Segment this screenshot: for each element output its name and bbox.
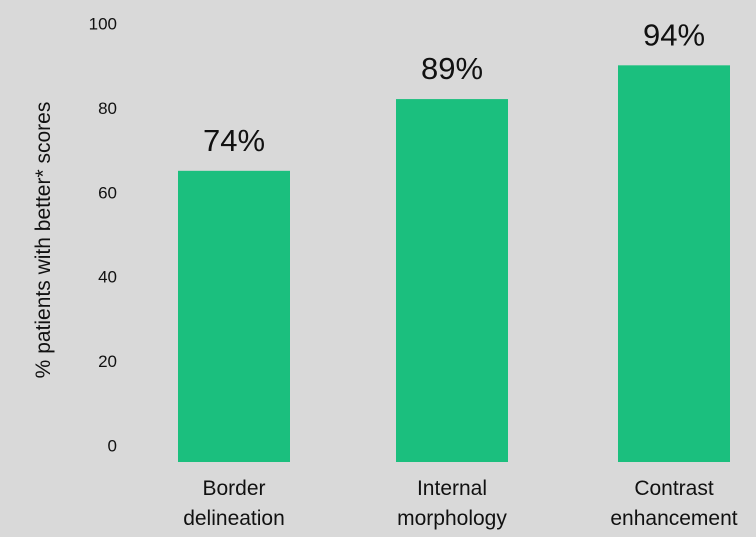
y-axis-title: % patients with better* scores	[32, 102, 55, 379]
category-label: enhancement	[610, 507, 737, 530]
value-labels: 74% 89% 94%	[203, 17, 705, 158]
bar	[178, 170, 290, 462]
data-label: 94%	[643, 17, 705, 52]
y-tick-label: 40	[98, 268, 117, 287]
y-tick-label: 100	[89, 14, 117, 33]
category-label: Border	[202, 477, 265, 500]
y-tick-label: 0	[108, 436, 117, 455]
bars	[178, 65, 730, 462]
y-axis-ticks: 0 20 40 60 80 100	[89, 14, 117, 455]
bar	[618, 65, 730, 462]
category-labels: Border delineation Internal morphology Contr…	[183, 477, 738, 530]
category-label: delineation	[183, 507, 285, 530]
bar	[396, 99, 508, 462]
category-label: Contrast	[634, 477, 714, 500]
data-label: 89%	[421, 51, 483, 86]
y-tick-label: 20	[98, 352, 117, 371]
y-tick-label: 60	[98, 183, 117, 202]
category-label: morphology	[397, 507, 507, 530]
category-label: Internal	[417, 477, 487, 500]
y-tick-label: 80	[98, 99, 117, 118]
data-label: 74%	[203, 123, 265, 158]
